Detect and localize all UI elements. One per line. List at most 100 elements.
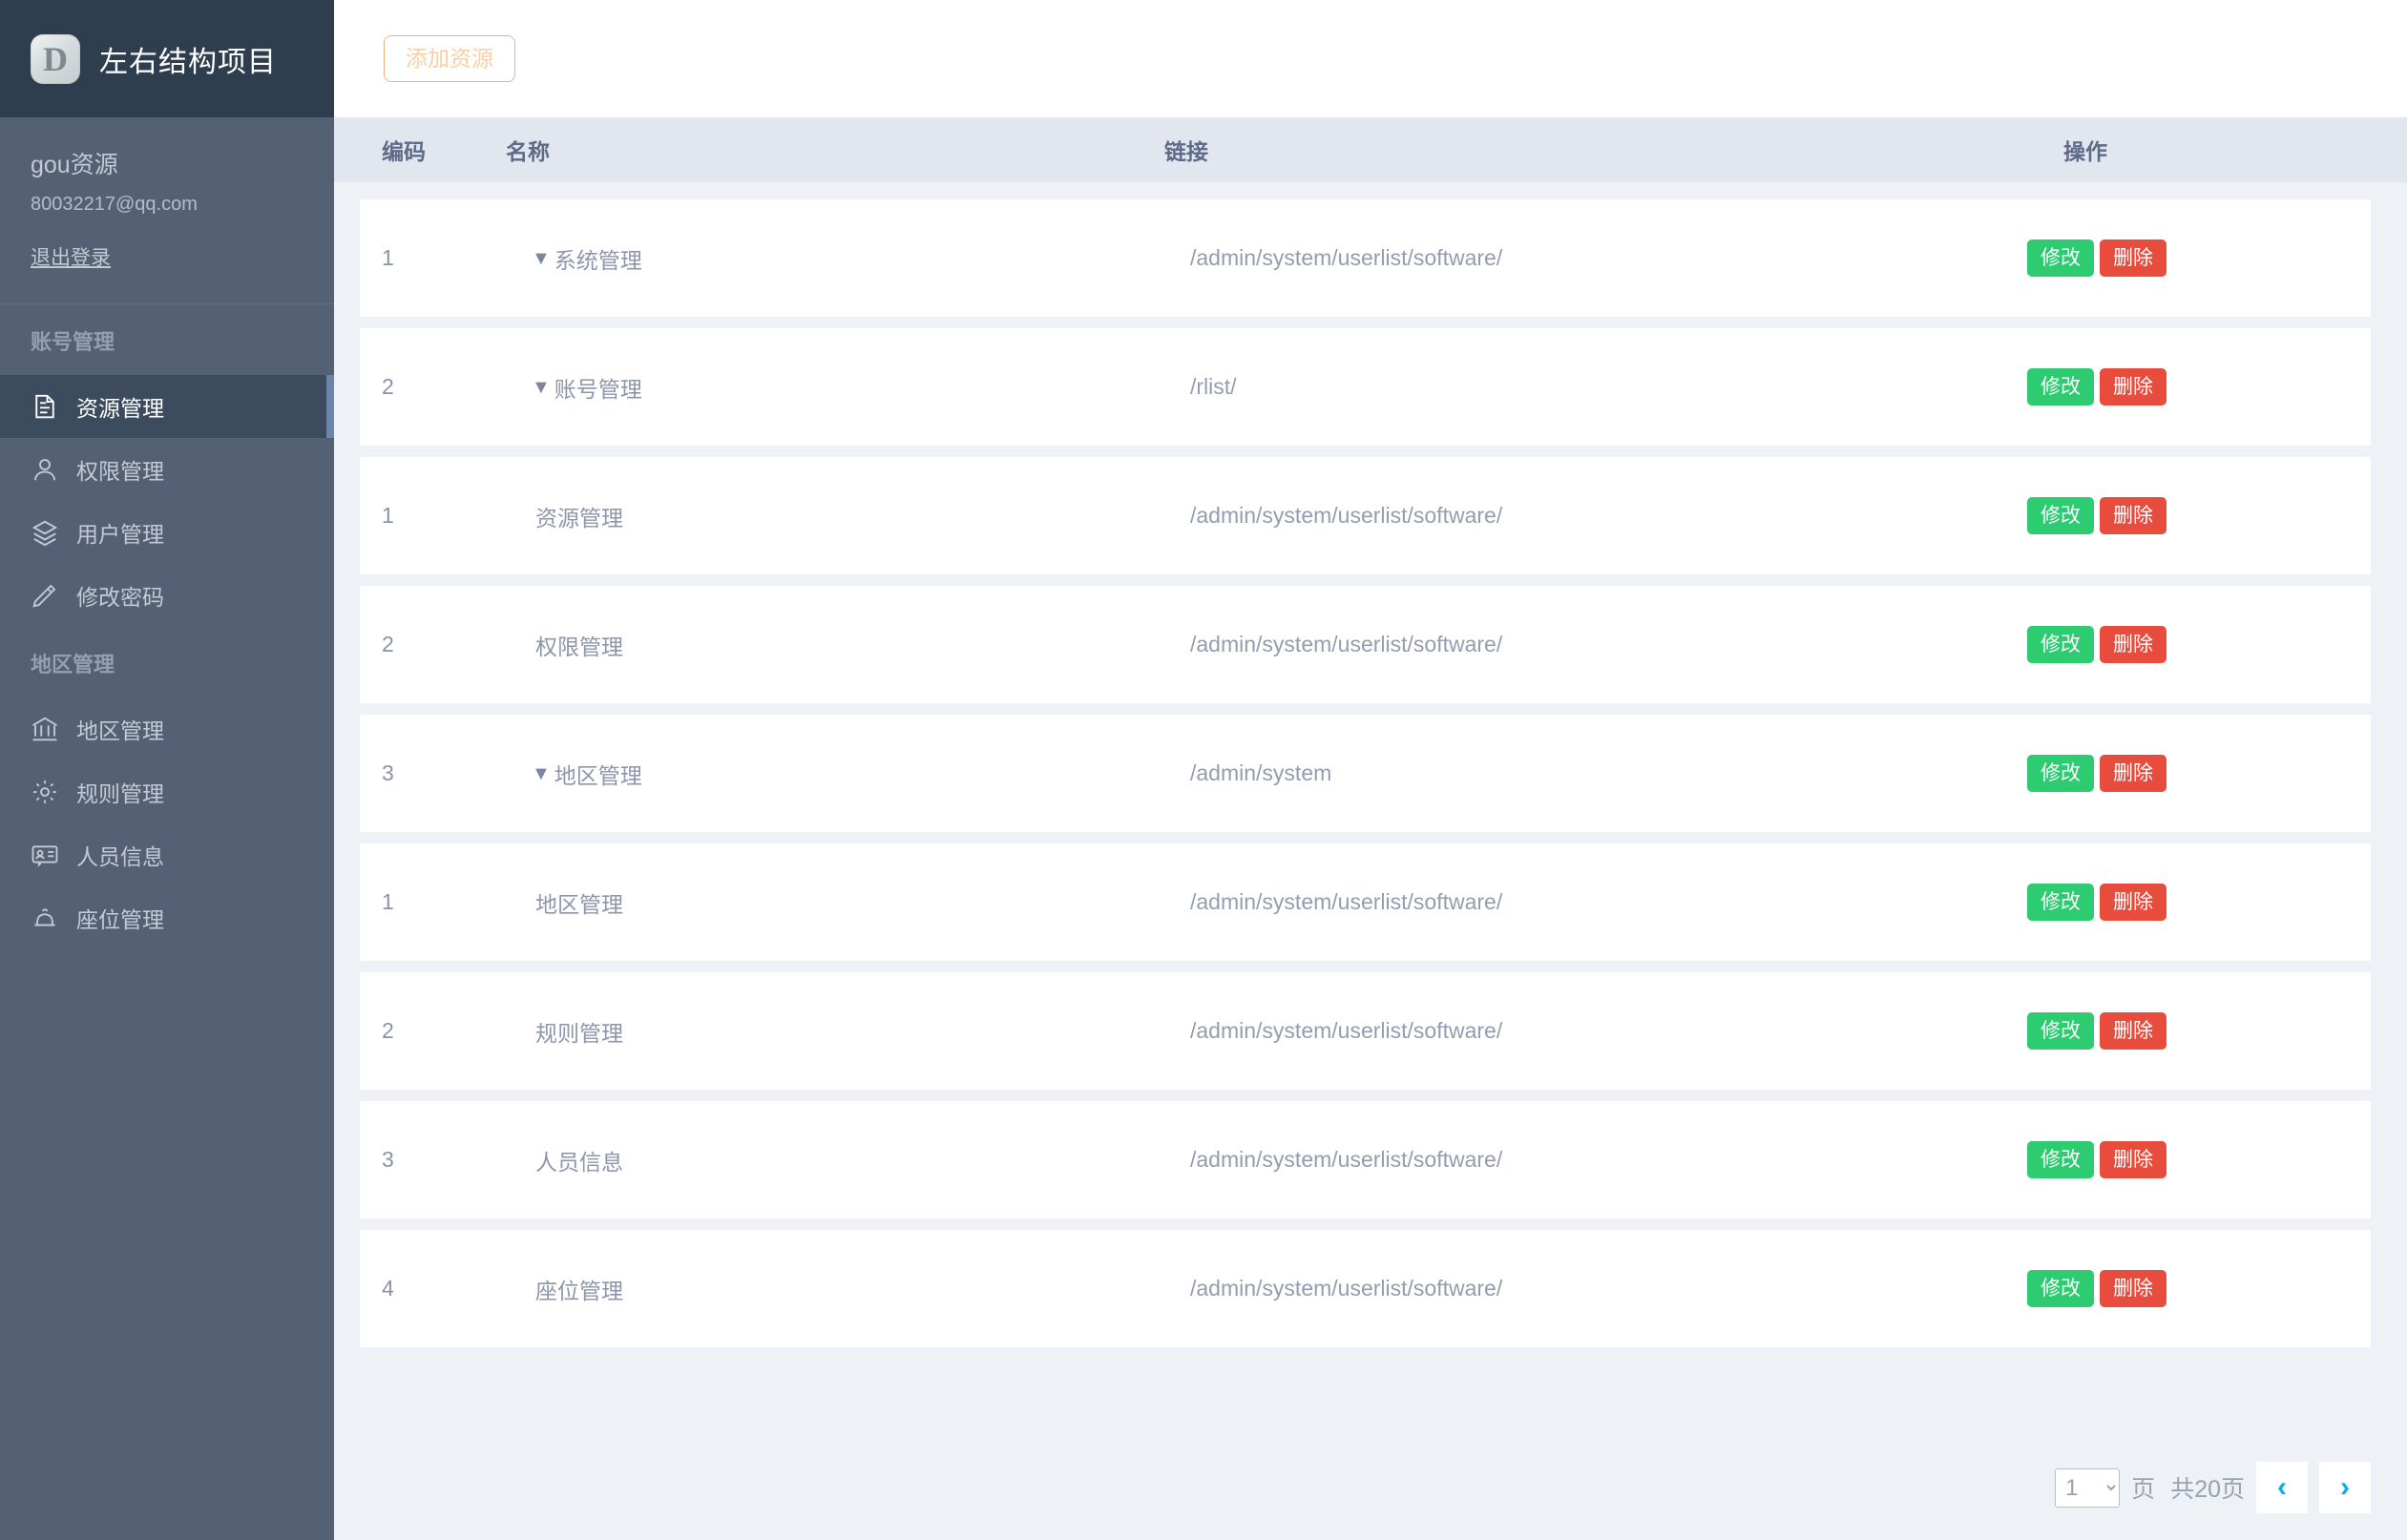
sidebar-item-label: 规则管理 xyxy=(76,781,164,806)
sidebar-item-permission-management[interactable]: 权限管理 xyxy=(0,438,334,501)
edit-button[interactable]: 修改 xyxy=(2027,368,2094,406)
edit-button[interactable]: 修改 xyxy=(2027,497,2094,534)
cell-link: /admin/system/userlist/software/ xyxy=(1190,1276,1503,1301)
brand-header: D 左右结构项目 xyxy=(0,0,334,117)
user-block: gou资源 80032217@qq.com 退出登录 xyxy=(0,117,334,304)
delete-button[interactable]: 删除 xyxy=(2100,239,2166,277)
cell-actions: 修改 删除 xyxy=(2027,884,2371,921)
cell-name: 地区管理 xyxy=(532,886,1190,919)
sidebar-item-seat-management[interactable]: 座位管理 xyxy=(0,886,334,949)
cell-link: /admin/system/userlist/software/ xyxy=(1190,503,1503,528)
edit-button[interactable]: 修改 xyxy=(2027,1012,2094,1050)
sidebar-item-user-management[interactable]: 用户管理 xyxy=(0,501,334,564)
sidebar-item-resource-management[interactable]: 资源管理 xyxy=(0,375,334,438)
table-row: 3 ▼ 地区管理/admin/system 修改 删除 xyxy=(360,715,2371,832)
delete-button[interactable]: 删除 xyxy=(2100,1270,2166,1307)
column-header-name: 名称 xyxy=(506,139,550,164)
cell-name: 资源管理 xyxy=(532,500,1190,532)
resource-name-label: 座位管理 xyxy=(535,1278,623,1303)
document-icon xyxy=(31,392,59,421)
resource-name-label: 地区管理 xyxy=(554,762,642,788)
cell-name: 人员信息 xyxy=(532,1144,1190,1176)
total-pages-label: 共20页 xyxy=(2170,1476,2245,1503)
delete-button[interactable]: 删除 xyxy=(2100,368,2166,406)
layers-icon xyxy=(31,518,59,547)
cell-actions: 修改 删除 xyxy=(2027,1270,2371,1307)
edit-button[interactable]: 修改 xyxy=(2027,239,2094,277)
expand-caret-icon[interactable]: ▼ xyxy=(532,247,551,269)
chevron-right-icon[interactable]: › xyxy=(2319,1462,2371,1513)
expand-caret-icon[interactable]: ▼ xyxy=(532,762,551,784)
pagination: 12345 页 共20页 ‹ › xyxy=(334,1435,2407,1540)
cell-name: ▼ 系统管理 xyxy=(532,242,1190,275)
cell-actions: 修改 删除 xyxy=(2027,626,2371,663)
cell-id: 2 xyxy=(382,1018,394,1043)
nav-group-title-account: 账号管理 xyxy=(31,330,115,354)
sidebar-item-rule-management[interactable]: 规则管理 xyxy=(0,760,334,823)
sidebar-item-change-password[interactable]: 修改密码 xyxy=(0,564,334,627)
edit-button[interactable]: 修改 xyxy=(2027,626,2094,663)
cell-link: /admin/system xyxy=(1190,760,1332,785)
user-email: 80032217@qq.com xyxy=(31,194,198,215)
delete-button[interactable]: 删除 xyxy=(2100,626,2166,663)
resource-name-label: 账号管理 xyxy=(554,376,642,402)
cell-actions: 修改 删除 xyxy=(2027,1141,2371,1178)
cell-id: 2 xyxy=(382,632,394,656)
sidebar-item-personnel-info[interactable]: 人员信息 xyxy=(0,823,334,886)
bank-icon xyxy=(31,715,59,743)
brand-title: 左右结构项目 xyxy=(99,46,277,78)
logout-link[interactable]: 退出登录 xyxy=(31,247,111,269)
cell-link: /admin/system/userlist/software/ xyxy=(1190,632,1503,656)
app-logo-icon: D xyxy=(31,33,80,84)
cell-name: 规则管理 xyxy=(532,1015,1190,1048)
sidebar-item-label: 人员信息 xyxy=(76,844,164,869)
pen-icon xyxy=(31,581,59,610)
delete-button[interactable]: 删除 xyxy=(2100,497,2166,534)
cell-id: 1 xyxy=(382,245,394,270)
resource-name-label: 资源管理 xyxy=(535,505,623,531)
resource-name-label: 人员信息 xyxy=(535,1149,623,1175)
page-select[interactable]: 12345 xyxy=(2055,1467,2121,1508)
cell-link: /admin/system/userlist/software/ xyxy=(1190,1018,1503,1043)
table-row: 1 资源管理/admin/system/userlist/software/修改删… xyxy=(360,457,2371,574)
cell-id: 4 xyxy=(382,1276,394,1301)
edit-button[interactable]: 修改 xyxy=(2027,755,2094,792)
cell-actions: 修改 删除 xyxy=(2027,368,2371,406)
delete-button[interactable]: 删除 xyxy=(2100,1012,2166,1050)
table-header-row: 编码 名称 链接 操作 xyxy=(334,117,2407,182)
table-row: 1 地区管理/admin/system/userlist/software/修改删… xyxy=(360,843,2371,961)
page-unit-label: 页 xyxy=(2131,1476,2156,1503)
add-resource-button[interactable]: 添加资源 xyxy=(384,35,515,82)
cell-link: /admin/system/userlist/software/ xyxy=(1190,1147,1503,1172)
edit-button[interactable]: 修改 xyxy=(2027,1270,2094,1307)
cell-name: ▼ 账号管理 xyxy=(532,371,1190,404)
id-card-icon xyxy=(31,841,59,869)
sidebar-item-label: 权限管理 xyxy=(76,459,164,484)
chevron-left-icon[interactable]: ‹ xyxy=(2256,1462,2308,1513)
edit-button[interactable]: 修改 xyxy=(2027,1141,2094,1178)
cell-id: 1 xyxy=(382,889,394,914)
resource-name-label: 系统管理 xyxy=(554,247,642,273)
users-icon xyxy=(31,455,59,484)
delete-button[interactable]: 删除 xyxy=(2100,755,2166,792)
sidebar-item-region-management[interactable]: 地区管理 xyxy=(0,697,334,760)
delete-button[interactable]: 删除 xyxy=(2100,1141,2166,1178)
column-header-action: 操作 xyxy=(2063,139,2107,164)
delete-button[interactable]: 删除 xyxy=(2100,884,2166,921)
column-header-id: 编码 xyxy=(382,139,426,164)
expand-caret-icon[interactable]: ▼ xyxy=(532,376,551,398)
cell-name: 座位管理 xyxy=(532,1273,1190,1305)
main-content: 添加资源 编码 名称 链接 操作 1 ▼ 系统管理/admin/system/use… xyxy=(334,0,2407,1540)
sidebar-item-label: 座位管理 xyxy=(76,907,164,932)
cell-id: 1 xyxy=(382,503,394,528)
table-row: 4 座位管理/admin/system/userlist/software/修改删… xyxy=(360,1230,2371,1347)
table-row: 2 ▼ 账号管理/rlist/修改 删除 xyxy=(360,328,2371,446)
sidebar-item-label: 地区管理 xyxy=(76,718,164,743)
table-row: 2 权限管理/admin/system/userlist/software/修改删… xyxy=(360,586,2371,703)
cell-link: /admin/system/userlist/software/ xyxy=(1190,889,1503,914)
edit-button[interactable]: 修改 xyxy=(2027,884,2094,921)
cell-id: 3 xyxy=(382,760,394,785)
resource-name-label: 地区管理 xyxy=(535,891,623,917)
cell-link: /admin/system/userlist/software/ xyxy=(1190,245,1503,270)
